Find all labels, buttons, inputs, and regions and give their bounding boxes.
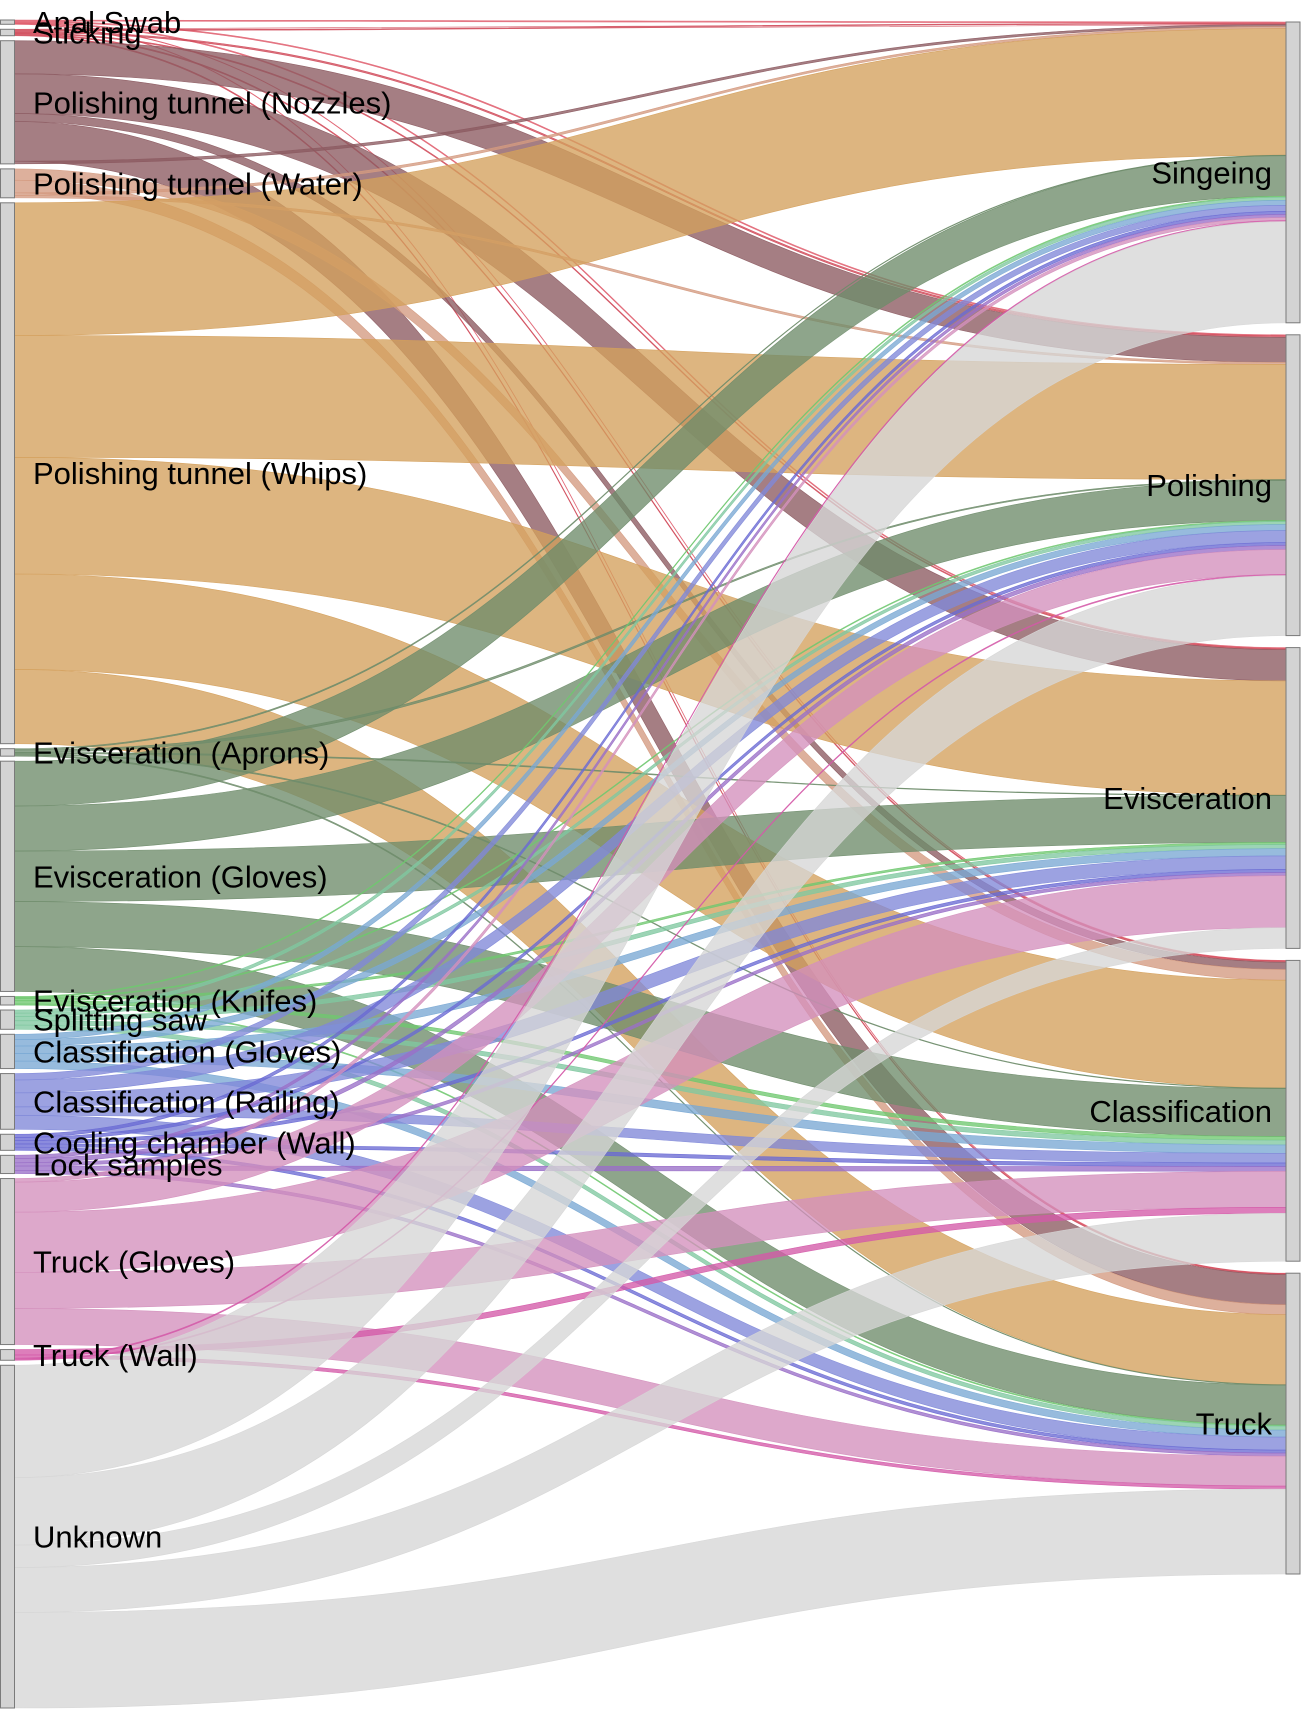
source-label-cl_gloves: Classification (Gloves) <box>33 1034 341 1069</box>
target-node-truck[interactable] <box>1285 1272 1301 1575</box>
source-label-saw: Splitting saw <box>33 1003 208 1038</box>
source-node-truck_wall[interactable] <box>0 1349 15 1361</box>
source-label-sticking: Sticking <box>33 15 142 50</box>
target-label-evisceration: Evisceration <box>1103 781 1272 816</box>
source-node-cl_railing[interactable] <box>0 1073 15 1130</box>
nodes-layer <box>0 19 1301 1709</box>
source-label-nozzles: Polishing tunnel (Nozzles) <box>33 85 391 120</box>
source-label-whips: Polishing tunnel (Whips) <box>33 456 367 491</box>
source-node-ev_aprons[interactable] <box>0 748 15 757</box>
source-label-ev_aprons: Evisceration (Aprons) <box>33 735 329 770</box>
source-label-anal: Anal Swab <box>33 5 181 40</box>
source-label-unknown: Unknown <box>33 1520 162 1555</box>
source-node-whips[interactable] <box>0 202 15 745</box>
source-node-sticking[interactable] <box>0 28 15 37</box>
source-label-water: Polishing tunnel (Water) <box>33 166 363 201</box>
target-label-polishing: Polishing <box>1146 468 1272 503</box>
source-node-cooling[interactable] <box>0 1133 15 1151</box>
source-node-cl_gloves[interactable] <box>0 1033 15 1070</box>
source-label-ev_knifes: Evisceration (Knifes) <box>33 984 317 1019</box>
target-label-singeing: Singeing <box>1151 155 1272 190</box>
source-node-lock[interactable] <box>0 1154 15 1175</box>
source-node-nozzles[interactable] <box>0 40 15 165</box>
target-node-classification[interactable] <box>1285 959 1301 1262</box>
source-node-ev_gloves[interactable] <box>0 760 15 992</box>
target-label-classification: Classification <box>1089 1094 1272 1129</box>
source-label-truck_gloves: Truck (Gloves) <box>33 1245 235 1280</box>
source-node-truck_gloves[interactable] <box>0 1178 15 1346</box>
target-node-polishing[interactable] <box>1285 334 1301 637</box>
source-label-cooling: Cooling chamber (Wall) <box>33 1125 356 1160</box>
target-node-evisceration[interactable] <box>1285 647 1301 949</box>
flow-anal-to-singeing <box>13 19 1287 24</box>
source-node-anal[interactable] <box>0 19 15 25</box>
target-label-truck: Truck <box>1196 1407 1273 1442</box>
source-label-ev_gloves: Evisceration (Gloves) <box>33 859 328 894</box>
source-node-water[interactable] <box>0 168 15 199</box>
source-node-ev_knifes[interactable] <box>0 995 15 1006</box>
source-node-saw[interactable] <box>0 1009 15 1030</box>
flows-layer <box>13 19 1287 1709</box>
source-node-unknown[interactable] <box>0 1364 15 1709</box>
source-label-lock: Lock samples <box>33 1147 223 1182</box>
target-node-singeing[interactable] <box>1285 21 1301 324</box>
source-label-truck_wall: Truck (Wall) <box>33 1338 198 1373</box>
source-label-cl_railing: Classification (Railing) <box>33 1084 340 1119</box>
